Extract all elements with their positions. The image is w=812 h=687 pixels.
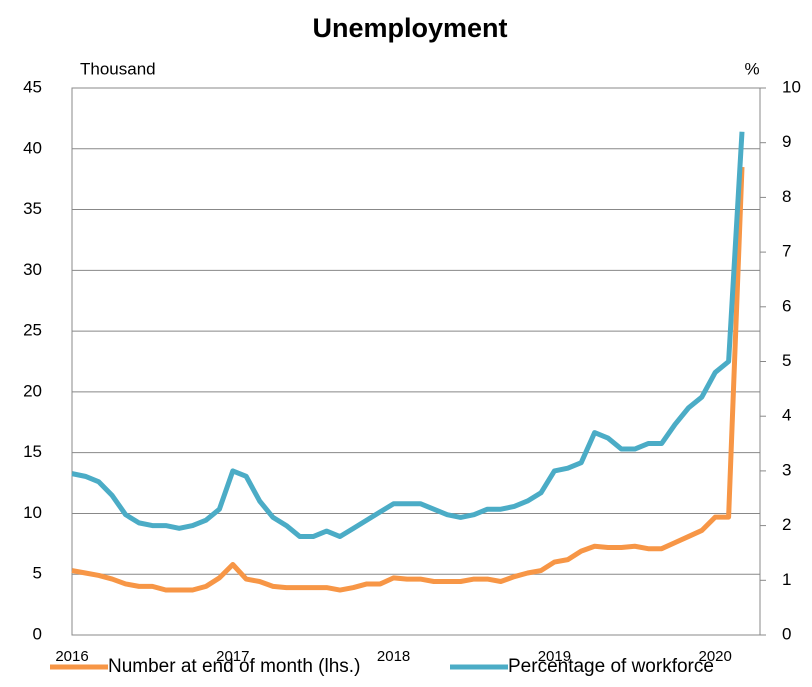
y2-axis-label: % [744, 59, 759, 78]
y2-tick-label: 9 [782, 132, 791, 151]
y-tick-label: 45 [23, 77, 42, 96]
x-tick-label: 2020 [699, 648, 732, 665]
x-tick-label: 2017 [216, 648, 249, 665]
legend-label: Percentage of workforce [508, 656, 714, 677]
y-axis-label: Thousand [80, 59, 156, 78]
series-line [71, 166, 745, 593]
y-tick-label: 40 [23, 138, 42, 157]
y-tick-label: 5 [33, 564, 42, 583]
x-tick-label: 2018 [377, 648, 410, 665]
y-tick-label: 0 [33, 624, 42, 643]
legend-label: Number at end of month (lhs.) [108, 656, 360, 677]
y2-tick-label: 4 [782, 406, 791, 425]
plot-frame [71, 87, 761, 636]
y2-tick-label: 3 [782, 460, 791, 479]
y-tick-label: 35 [23, 199, 42, 218]
y2-tick-label: 1 [782, 570, 791, 589]
x-tick-label: 2019 [538, 648, 571, 665]
y2-tick-label: 2 [782, 515, 791, 534]
y2-tick-label: 10 [782, 77, 801, 96]
y2-tick-label: 8 [782, 187, 791, 206]
x-tick-label: 2016 [55, 648, 88, 665]
y-tick-label: 30 [23, 260, 42, 279]
series-line [71, 131, 745, 540]
y2-tick-label: 6 [782, 296, 791, 315]
chart-title: Unemployment [312, 13, 507, 43]
y2-tick-label: 0 [782, 624, 791, 643]
y2-tick-label: 7 [782, 242, 791, 261]
y-tick-label: 20 [23, 381, 42, 400]
y-tick-label: 15 [23, 442, 42, 461]
y-tick-label: 25 [23, 321, 42, 340]
y-tick-label: 10 [23, 503, 42, 522]
y2-tick-label: 5 [782, 351, 791, 370]
